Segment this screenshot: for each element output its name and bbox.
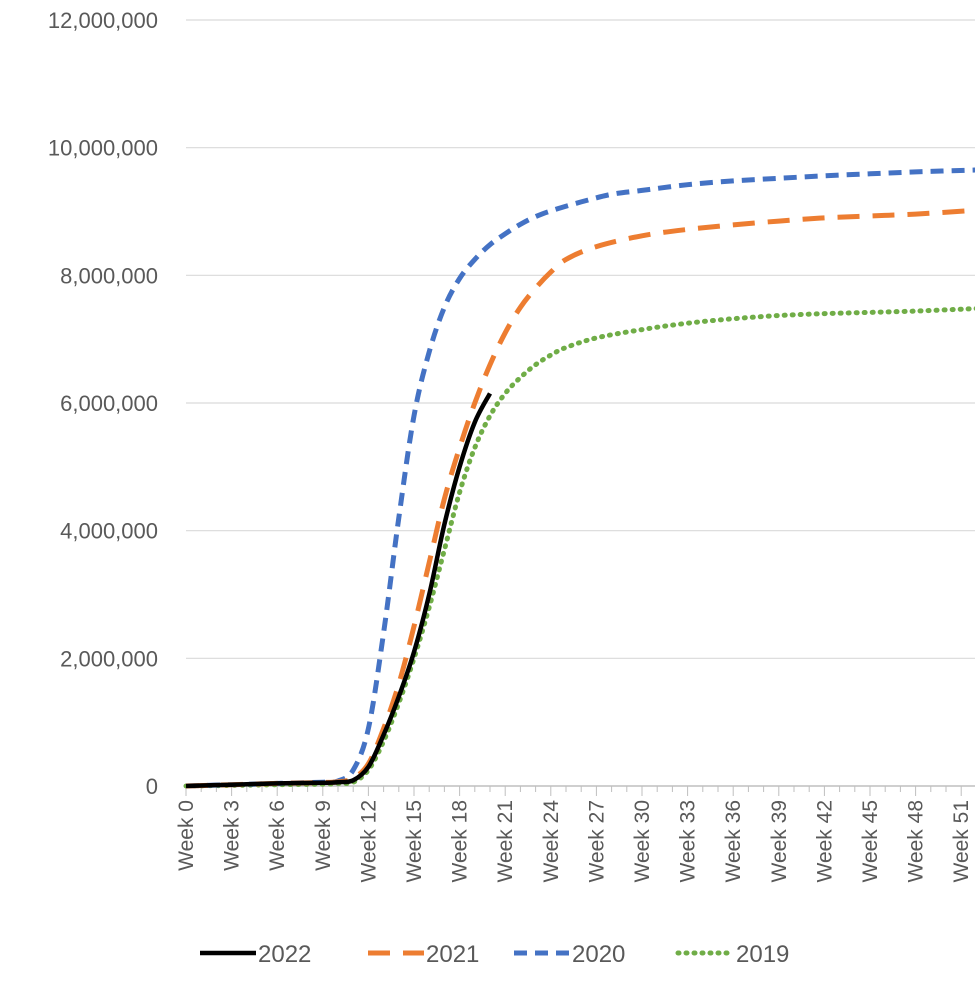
- x-tick-label: Week 36: [722, 800, 745, 883]
- x-tick-label: Week 39: [768, 800, 791, 883]
- legend: 2022 2021 2020 2019: [200, 941, 789, 968]
- x-tick-label: Week 0: [175, 800, 198, 871]
- x-tick-label: Week 45: [859, 800, 882, 883]
- x-tick-label: Week 15: [403, 800, 426, 883]
- x-axis-ticks: Week 0 Week 3 Week 6 Week 9 Week 12 Week 15 We…: [175, 786, 973, 883]
- x-tick-label: Week 21: [494, 800, 517, 883]
- series-lines: [183, 167, 975, 789]
- y-tick-label: 4,000,000: [60, 519, 158, 544]
- x-tick-label: Week 27: [585, 800, 608, 883]
- y-tick-label: 6,000,000: [60, 391, 158, 416]
- x-tick-label: Week 30: [631, 800, 654, 883]
- series-line-2020: [185, 167, 975, 789]
- gridlines: [186, 19, 975, 787]
- legend-label-2020: 2020: [572, 941, 625, 968]
- x-tick-label: Week 33: [677, 800, 700, 883]
- x-tick-label: Week 51: [950, 800, 973, 883]
- x-tick-label: Week 12: [357, 800, 380, 883]
- y-axis-ticks: 0 2,000,000 4,000,000 6,000,000 8,000,000 10,…: [48, 8, 158, 799]
- series-line-2021: [185, 207, 975, 789]
- series-line-2019: [183, 306, 975, 789]
- legend-label-2022: 2022: [258, 941, 311, 968]
- x-tick-label: Week 48: [905, 800, 928, 883]
- y-tick-label: 2,000,000: [60, 646, 158, 671]
- x-tick-label: Week 9: [312, 800, 335, 871]
- x-tick-label: Week 42: [813, 800, 836, 883]
- x-tick-label: Week 18: [449, 800, 472, 883]
- y-tick-label: 10,000,000: [48, 136, 158, 161]
- y-tick-label: 0: [146, 774, 158, 799]
- legend-label-2021: 2021: [426, 941, 479, 968]
- x-tick-label: Week 3: [221, 800, 244, 871]
- y-tick-label: 12,000,000: [48, 8, 158, 33]
- legend-label-2019: 2019: [736, 941, 789, 968]
- y-tick-label: 8,000,000: [60, 263, 158, 288]
- x-tick-label: Week 6: [266, 800, 289, 871]
- x-tick-label: Week 24: [540, 800, 563, 883]
- series-line-2022: [185, 392, 492, 789]
